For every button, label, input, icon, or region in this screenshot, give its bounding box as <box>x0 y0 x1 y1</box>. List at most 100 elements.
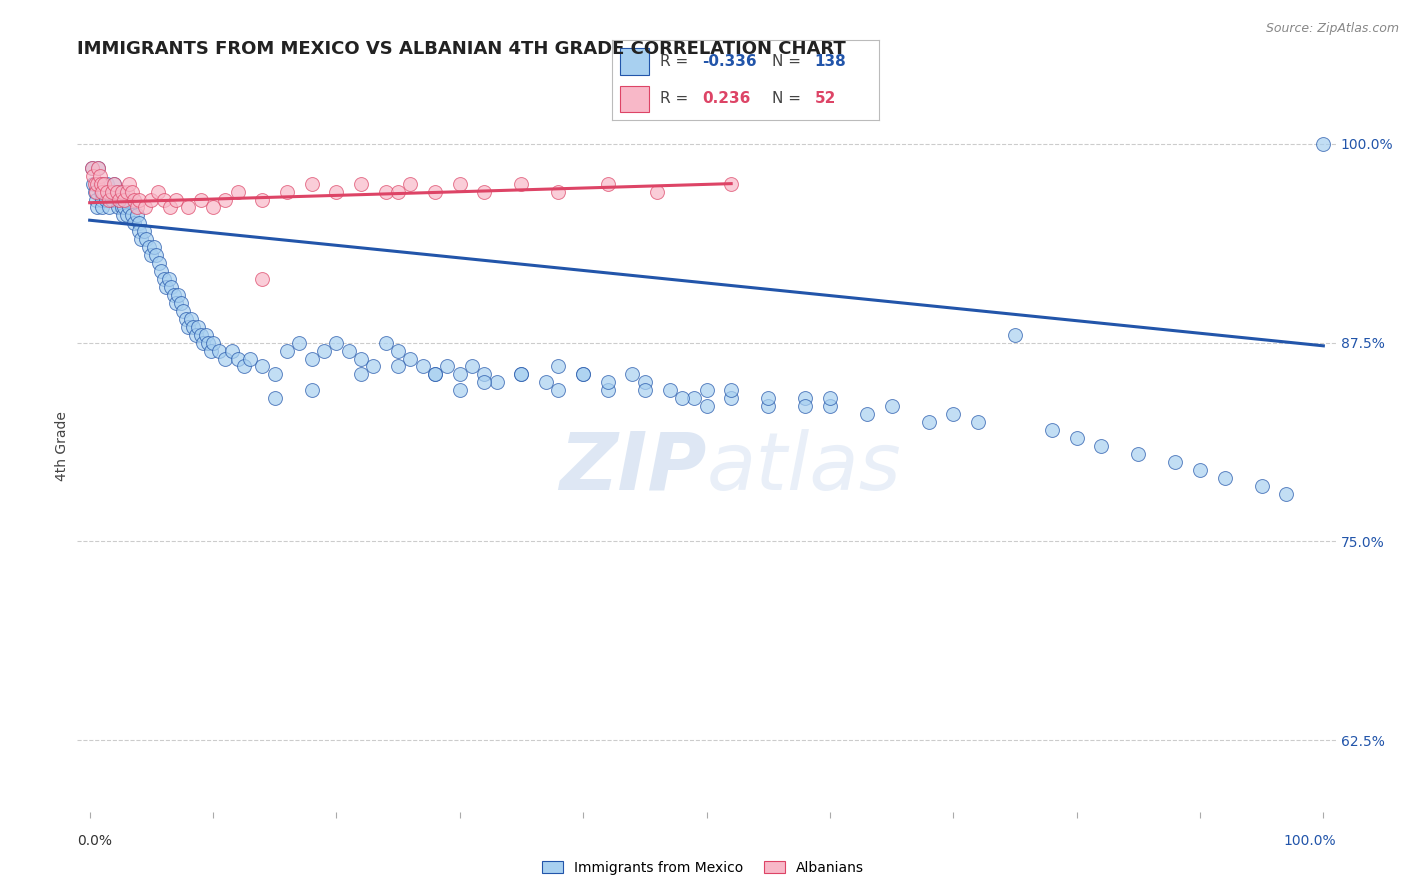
Point <box>423 368 446 382</box>
Point <box>1164 455 1187 469</box>
Point <box>84 185 107 199</box>
Point <box>232 359 254 374</box>
Point <box>474 368 496 382</box>
Point <box>683 392 706 406</box>
Point <box>82 161 104 175</box>
Point <box>1213 471 1236 485</box>
Point <box>1312 136 1334 151</box>
Point <box>94 193 117 207</box>
Point <box>200 343 222 358</box>
Point <box>101 185 124 199</box>
Point <box>97 185 120 199</box>
Point <box>547 384 569 398</box>
Point <box>449 177 471 191</box>
Point <box>1188 463 1211 477</box>
Point <box>148 256 170 270</box>
Point <box>596 376 619 390</box>
Point <box>387 185 409 199</box>
Point <box>165 193 187 207</box>
Point <box>325 185 347 199</box>
Point <box>84 193 107 207</box>
Point <box>177 201 200 215</box>
Point <box>190 193 212 207</box>
Point <box>141 193 163 207</box>
Point <box>276 343 298 358</box>
Point <box>263 368 285 382</box>
Point <box>90 177 112 191</box>
Point <box>101 193 124 207</box>
Point <box>93 185 115 199</box>
Point <box>412 359 434 374</box>
Point <box>125 201 148 215</box>
Point <box>596 177 619 191</box>
Point <box>82 177 104 191</box>
Point <box>399 351 422 366</box>
Point <box>239 351 262 366</box>
Point <box>720 177 742 191</box>
Point <box>214 193 236 207</box>
Point <box>794 392 817 406</box>
Point <box>93 177 115 191</box>
Point <box>91 177 114 191</box>
Point <box>818 399 841 413</box>
Point <box>485 376 508 390</box>
Text: 100.0%: 100.0% <box>1284 834 1336 848</box>
Point <box>122 216 145 230</box>
Legend: Immigrants from Mexico, Albanians: Immigrants from Mexico, Albanians <box>537 855 869 880</box>
Text: 0.236: 0.236 <box>703 91 751 106</box>
Point <box>645 185 668 199</box>
Point <box>172 303 194 318</box>
Point <box>170 296 193 310</box>
Point <box>634 384 657 398</box>
Point <box>312 343 335 358</box>
Point <box>146 185 169 199</box>
Point <box>82 169 104 183</box>
Point <box>98 193 121 207</box>
Point <box>794 399 817 413</box>
Point <box>374 185 396 199</box>
Text: R =: R = <box>659 91 693 106</box>
Point <box>301 177 323 191</box>
Point <box>572 368 595 382</box>
Point <box>115 185 138 199</box>
Point <box>461 359 484 374</box>
Point <box>157 272 180 286</box>
Point <box>181 319 204 334</box>
Text: N =: N = <box>772 54 806 70</box>
Point <box>301 384 323 398</box>
Point <box>510 368 533 382</box>
Point <box>214 351 236 366</box>
Point <box>128 193 150 207</box>
Point <box>150 264 173 278</box>
Point <box>1128 447 1150 461</box>
Point <box>128 216 150 230</box>
Point <box>1090 439 1112 453</box>
Point <box>534 376 557 390</box>
Point <box>103 177 125 191</box>
Point <box>208 343 231 358</box>
Point <box>108 193 131 207</box>
Point <box>91 201 114 215</box>
Point <box>696 384 718 398</box>
Point <box>96 185 118 199</box>
Point <box>350 177 373 191</box>
Point <box>87 161 110 175</box>
Point <box>194 327 217 342</box>
Point <box>197 335 219 350</box>
Point <box>141 248 163 262</box>
Point <box>82 161 104 175</box>
Point <box>128 224 150 238</box>
Point <box>132 224 155 238</box>
Point <box>1275 486 1298 500</box>
Point <box>226 185 249 199</box>
Point <box>174 311 197 326</box>
Point <box>423 185 446 199</box>
Point <box>1066 431 1088 445</box>
Point <box>387 359 409 374</box>
Point <box>263 392 285 406</box>
Text: R =: R = <box>659 54 693 70</box>
Point <box>1250 479 1272 493</box>
Point <box>880 399 903 413</box>
Point <box>449 368 471 382</box>
Point <box>350 368 373 382</box>
